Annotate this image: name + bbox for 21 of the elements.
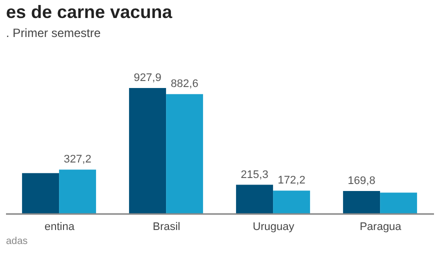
bar bbox=[380, 192, 418, 214]
data-label: 927,9 bbox=[134, 72, 162, 84]
data-label: 215,3 bbox=[240, 168, 268, 181]
x-tick-label: Uruguay bbox=[252, 220, 295, 233]
bar bbox=[22, 173, 60, 214]
chart-subtitle: . Primer semestre bbox=[6, 26, 101, 40]
bar bbox=[59, 170, 96, 214]
x-tick-label: Brasil bbox=[152, 220, 180, 233]
data-label: 172,2 bbox=[278, 174, 306, 187]
bar bbox=[166, 94, 204, 214]
bar bbox=[236, 184, 274, 214]
x-tick-label: entina bbox=[44, 220, 76, 233]
data-label: 169,8 bbox=[348, 174, 376, 187]
bar bbox=[273, 190, 310, 214]
bar bbox=[129, 88, 166, 214]
chart-title: es de carne vacuna bbox=[6, 2, 172, 23]
text: adas bbox=[6, 236, 28, 247]
data-label: 327,2 bbox=[64, 154, 92, 166]
bar bbox=[343, 190, 380, 214]
data-label: 882,6 bbox=[170, 78, 198, 90]
x-tick-label: Paragua bbox=[360, 220, 402, 233]
